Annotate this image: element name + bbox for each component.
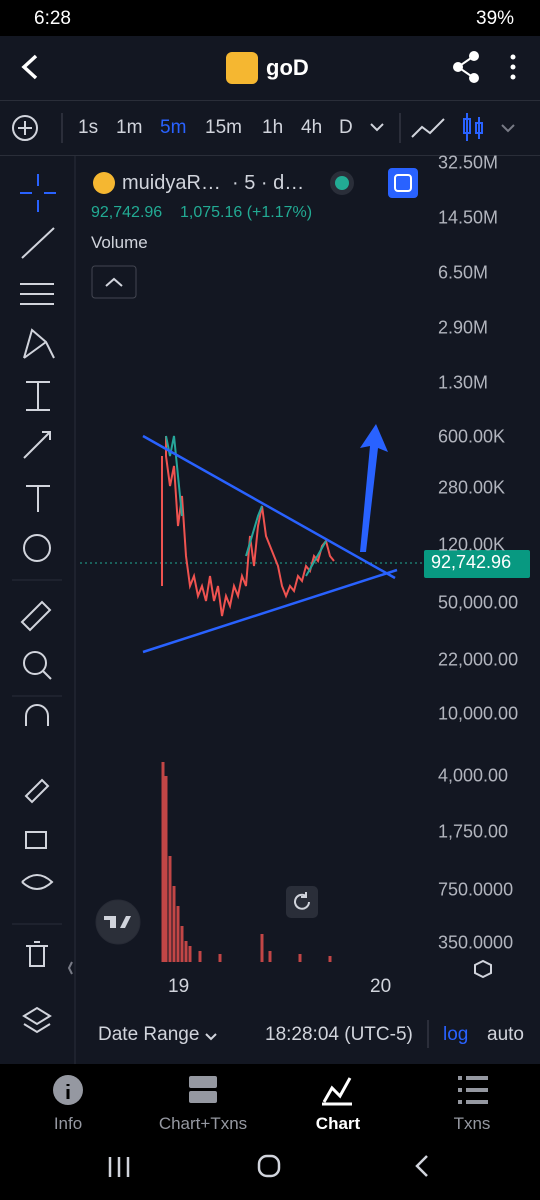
- status-dot: [335, 176, 349, 190]
- time-label: 20: [370, 976, 392, 997]
- line-type-button[interactable]: [411, 118, 445, 138]
- timeframe[interactable]: 15m: [205, 117, 242, 138]
- price-candles: [161, 436, 335, 617]
- home-button[interactable]: [257, 1154, 281, 1178]
- timeframe[interactable]: 4h: [301, 117, 323, 138]
- fullscreen-icon: [394, 174, 412, 192]
- clock-label: 18:28:04 (UTC-5): [265, 1024, 413, 1045]
- header-icons: [21, 51, 516, 84]
- candle-type-button[interactable]: [463, 113, 483, 141]
- clock: 6:28: [34, 8, 71, 29]
- left-toolbar: [12, 156, 76, 1064]
- nav-icons: [53, 1075, 488, 1106]
- drawing-tools[interactable]: [20, 174, 56, 1034]
- price-axis-label: 2.90M: [438, 317, 489, 338]
- legend-symbol: muidyaR…: [122, 172, 221, 194]
- tv-logo-mark: [104, 916, 131, 928]
- fullscreen-button[interactable]: [388, 168, 418, 198]
- status-bar: 6:28 39%: [0, 0, 540, 36]
- bottom-nav: Info Chart+Txns Chart Txns: [0, 1064, 540, 1146]
- price-axis-label: 1.30M: [438, 372, 489, 393]
- price-badge: [424, 550, 530, 578]
- price-candles-up: [165, 435, 327, 577]
- price-axis-label: 50,000.00: [438, 592, 519, 613]
- chart-txns-icon: [189, 1091, 217, 1103]
- reset-icon: [294, 892, 310, 910]
- date-range[interactable]: Date Range: [98, 1024, 200, 1045]
- plus: [18, 121, 32, 135]
- legend-change: 1,075.16 (+1.17%): [180, 204, 313, 221]
- legend-interval: · 5 · d…: [232, 172, 305, 194]
- price-axis-label: 120.00K: [438, 534, 506, 555]
- price-axis-label: 350.0000: [438, 932, 514, 953]
- indicator-name: Volume: [91, 233, 148, 252]
- chart-area: muidyaR… · 5 · d… 92,742.96 1,075.16 (+1…: [0, 152, 540, 1064]
- sidebar-toggle[interactable]: [67, 961, 73, 975]
- toolbar-icons: [12, 113, 515, 143]
- recent-apps[interactable]: [108, 1157, 130, 1177]
- price-axis-label: 4,000.00: [438, 765, 509, 786]
- triangle-lines: [142, 434, 398, 654]
- current-price: 92,742.96: [431, 552, 512, 572]
- price-axis-label: 32.50M: [438, 152, 499, 173]
- volume-bars: [161, 762, 332, 962]
- nav-tab[interactable]: Chart+Txns: [158, 1114, 248, 1133]
- add-button[interactable]: [12, 115, 38, 141]
- log-toggle[interactable]: log: [443, 1024, 469, 1045]
- auto-toggle[interactable]: auto: [487, 1024, 524, 1045]
- chevron: [105, 277, 123, 287]
- txns-icon: [458, 1076, 488, 1104]
- timeframe-bar: 1s 1m 5m 15m 1h 4h D: [0, 100, 540, 156]
- price-axis-label: 22,000.00: [438, 649, 519, 670]
- share-button[interactable]: [453, 51, 479, 83]
- reset-button[interactable]: [286, 886, 318, 918]
- menu-button[interactable]: [510, 54, 516, 80]
- price-axis-label: 6.50M: [438, 262, 489, 283]
- dropdown[interactable]: [501, 124, 515, 133]
- legend-price: 92,742.96: [91, 204, 163, 221]
- chart-icon: [322, 1077, 352, 1103]
- chart-canvas: [12, 156, 530, 1064]
- timeframe[interactable]: 1m: [116, 117, 143, 138]
- timeframe[interactable]: D: [339, 117, 353, 138]
- nav-tab[interactable]: Info: [53, 1114, 83, 1133]
- back-button[interactable]: [21, 54, 38, 80]
- price-axis-label: 750.0000: [438, 879, 514, 900]
- chart-txns-icon: [189, 1076, 217, 1088]
- price-axis-label: 1,750.00: [438, 821, 509, 842]
- symbol-icon: [93, 172, 115, 194]
- collapse-button[interactable]: [91, 265, 137, 299]
- time-label: 19: [168, 976, 190, 997]
- tv-logo: [95, 899, 141, 945]
- header-title: goD: [266, 55, 309, 80]
- timeframe[interactable]: 1s: [78, 117, 99, 138]
- system-back[interactable]: [415, 1155, 428, 1177]
- nav-tab[interactable]: Chart: [315, 1114, 361, 1133]
- timeframe[interactable]: 1h: [262, 117, 284, 138]
- price-axis-label: 10,000.00: [438, 703, 519, 724]
- price-axis-label: 14.50M: [438, 207, 499, 228]
- arrow: [360, 424, 388, 552]
- price-axis-label: 280.00K: [438, 477, 506, 498]
- price-axis-label: 600.00K: [438, 426, 506, 447]
- dropdown[interactable]: [370, 123, 384, 132]
- header: goD: [0, 36, 540, 100]
- settings-button[interactable]: [474, 959, 492, 979]
- date-range-chevron: [205, 1033, 217, 1041]
- token-icon: [226, 52, 258, 84]
- battery: 39%: [476, 8, 515, 29]
- timeframe[interactable]: 5m: [160, 117, 187, 138]
- nav-tab[interactable]: Txns: [453, 1114, 491, 1133]
